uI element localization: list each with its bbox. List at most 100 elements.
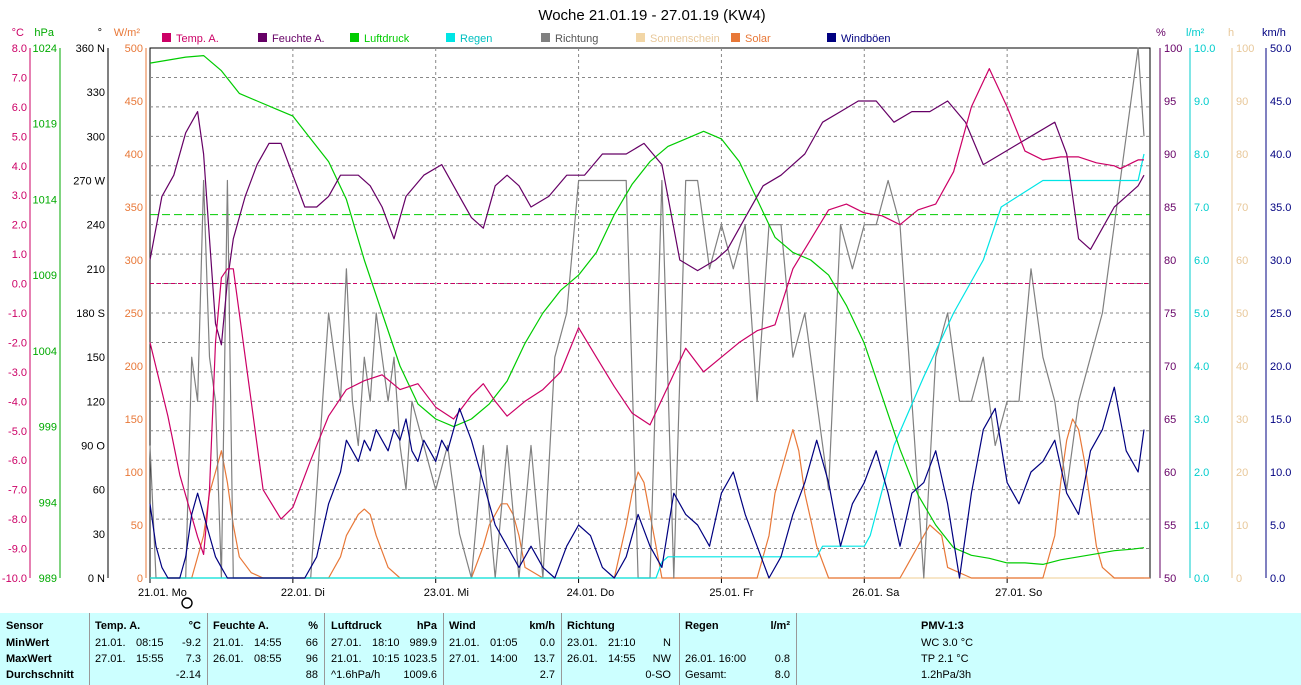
axis-right-tick: 90 <box>1164 149 1176 161</box>
stats-wind: Wind km/h 21.01. 01:05 0.0 27.01. 14:00 … <box>443 613 561 685</box>
stats-richtung-min-time: 21:10 <box>608 637 636 649</box>
legend-label: Solar <box>745 33 771 45</box>
stats-temp: Temp. A. °C 21.01. 08:15 -9.2 27.01. 15:… <box>89 613 207 685</box>
stats-richtung-min-value: N <box>663 637 671 649</box>
axis-left-tick: 60 <box>93 485 105 497</box>
stats-luftdruck-min-value: 989.9 <box>409 637 437 649</box>
legend-swatch <box>162 33 171 42</box>
stats-wind-header: Wind <box>449 620 476 632</box>
stats-luftdruck-max-time: 10:15 <box>372 653 400 665</box>
legend-label: Feuchte A. <box>272 33 325 45</box>
axis-right-unit: l/m² <box>1186 27 1205 39</box>
stats-feuchte-max-date: 26.01. <box>213 653 244 665</box>
axis-left-tick: -7.0 <box>8 485 27 497</box>
stats-temp-header: Temp. A. <box>95 620 141 632</box>
axis-left-tick: -1.0 <box>8 308 27 320</box>
axis-left-tick: 1.0 <box>12 249 27 261</box>
axis-right-tick: 8.0 <box>1194 149 1209 161</box>
axis-right-tick: 20 <box>1236 467 1248 479</box>
stats-richtung-min-date: 23.01. <box>567 637 598 649</box>
axis-left-tick: 6.0 <box>12 102 27 114</box>
stats-wind-max-value: 13.7 <box>533 653 555 665</box>
axis-left-tick: 300 <box>87 131 105 143</box>
stats-label-min: MinWert <box>6 637 50 649</box>
stats-regen-max-date: 26.01. 16:00 <box>685 653 747 665</box>
axis-left-unit: ° <box>98 27 102 39</box>
axis-left-tick: -10.0 <box>2 573 27 585</box>
stats-richtung-avg-value: 0-SO <box>645 669 671 681</box>
stats-feuchte-min-time: 14:55 <box>254 637 282 649</box>
axis-right-tick: 10.0 <box>1194 43 1215 55</box>
axis-left-tick: 8.0 <box>12 43 27 55</box>
axis-left-tick: 50 <box>131 520 143 532</box>
date-marker-icon <box>181 597 193 609</box>
axis-right-tick: 20.0 <box>1270 361 1291 373</box>
axis-left-tick: 150 <box>125 414 143 426</box>
stats-regen-max-value: 0.8 <box>774 653 790 665</box>
axis-left-tick: 994 <box>39 497 57 509</box>
axis-left-tick: 360 N <box>76 43 105 55</box>
axis-left-tick: 450 <box>125 96 143 108</box>
statistics-panel: Sensor MinWert MaxWert Durchschnitt Temp… <box>0 613 1301 685</box>
axis-left-tick: -8.0 <box>8 514 27 526</box>
axis-right-tick: 60 <box>1164 467 1176 479</box>
stats-feuchte-min-date: 21.01. <box>213 637 244 649</box>
axis-right-tick: 0.0 <box>1194 573 1209 585</box>
stats-luftdruck-header: Luftdruck <box>331 620 382 632</box>
legend-swatch <box>636 33 645 42</box>
axis-left-tick: 4.0 <box>12 161 27 173</box>
axis-left-tick: 2.0 <box>12 220 27 232</box>
axis-left-tick: 989 <box>39 573 57 585</box>
legend-label: Sonnenschein <box>650 33 720 45</box>
axis-right-tick: 4.0 <box>1194 361 1209 373</box>
stats-feuchte-max-time: 08:55 <box>254 653 282 665</box>
axis-right-tick: 95 <box>1164 96 1176 108</box>
axis-left-tick: -6.0 <box>8 455 27 467</box>
stats-label-avg: Durchschnitt <box>6 669 74 681</box>
stats-wind-max-time: 14:00 <box>490 653 518 665</box>
stats-temp-max-time: 15:55 <box>136 653 164 665</box>
stats-sensor: Sensor MinWert MaxWert Durchschnitt <box>0 613 88 685</box>
axis-right-tick: 30 <box>1236 414 1248 426</box>
axis-right-tick: 65 <box>1164 414 1176 426</box>
stats-wind-avg-value: 2.7 <box>539 669 555 681</box>
axis-right-tick: 35.0 <box>1270 202 1291 214</box>
stats-regen: Regen l/m² 26.01. 16:00 0.8 Gesamt: 8.0 <box>679 613 796 685</box>
axis-left-tick: 200 <box>125 361 143 373</box>
axis-left-tick: 330 <box>87 87 105 99</box>
stats-richtung-max-date: 26.01. <box>567 653 598 665</box>
axis-left-tick: -2.0 <box>8 337 27 349</box>
axis-left-tick: 210 <box>87 264 105 276</box>
axis-left-tick: 180 S <box>76 308 105 320</box>
legend-swatch <box>350 33 359 42</box>
axis-left-tick: -3.0 <box>8 367 27 379</box>
stats-feuchte-header: Feuchte A. <box>213 620 269 632</box>
legend-swatch <box>731 33 740 42</box>
axis-right-tick: 100 <box>1236 43 1254 55</box>
axis-left-tick: 250 <box>125 308 143 320</box>
stats-richtung-header: Richtung <box>567 620 615 632</box>
stats-pmv: PMV-1:3 WC 3.0 °C TP 2.1 °C 1.2hPa/3h <box>796 613 1301 685</box>
legend-swatch <box>258 33 267 42</box>
axis-right-tick: 3.0 <box>1194 414 1209 426</box>
stats-luftdruck-min-date: 27.01. <box>331 637 362 649</box>
legend-label: Luftdruck <box>364 33 410 45</box>
axis-left-tick: 7.0 <box>12 72 27 84</box>
weather-chart: Woche 21.01.19 - 27.01.19 (KW4) Temp. A.… <box>2 7 1291 609</box>
stats-wind-max-date: 27.01. <box>449 653 480 665</box>
plot-area <box>149 47 1151 579</box>
axis-left-tick: 30 <box>93 529 105 541</box>
stats-temp-min-time: 08:15 <box>136 637 164 649</box>
axis-left-tick: -9.0 <box>8 544 27 556</box>
axis-right-tick: 9.0 <box>1194 96 1209 108</box>
axis-left-tick: 150 <box>87 352 105 364</box>
axis-right-tick: 75 <box>1164 308 1176 320</box>
axis-left-tick: 1009 <box>33 270 57 282</box>
stats-luftdruck-max-date: 21.01. <box>331 653 362 665</box>
stats-wind-unit: km/h <box>529 620 555 632</box>
axis-right-tick: 70 <box>1164 361 1176 373</box>
legend-label: Richtung <box>555 33 598 45</box>
x-tick-label: 27.01. So <box>995 587 1042 599</box>
stats-luftdruck-max-value: 1023.5 <box>403 653 437 665</box>
axis-right-tick: 85 <box>1164 202 1176 214</box>
